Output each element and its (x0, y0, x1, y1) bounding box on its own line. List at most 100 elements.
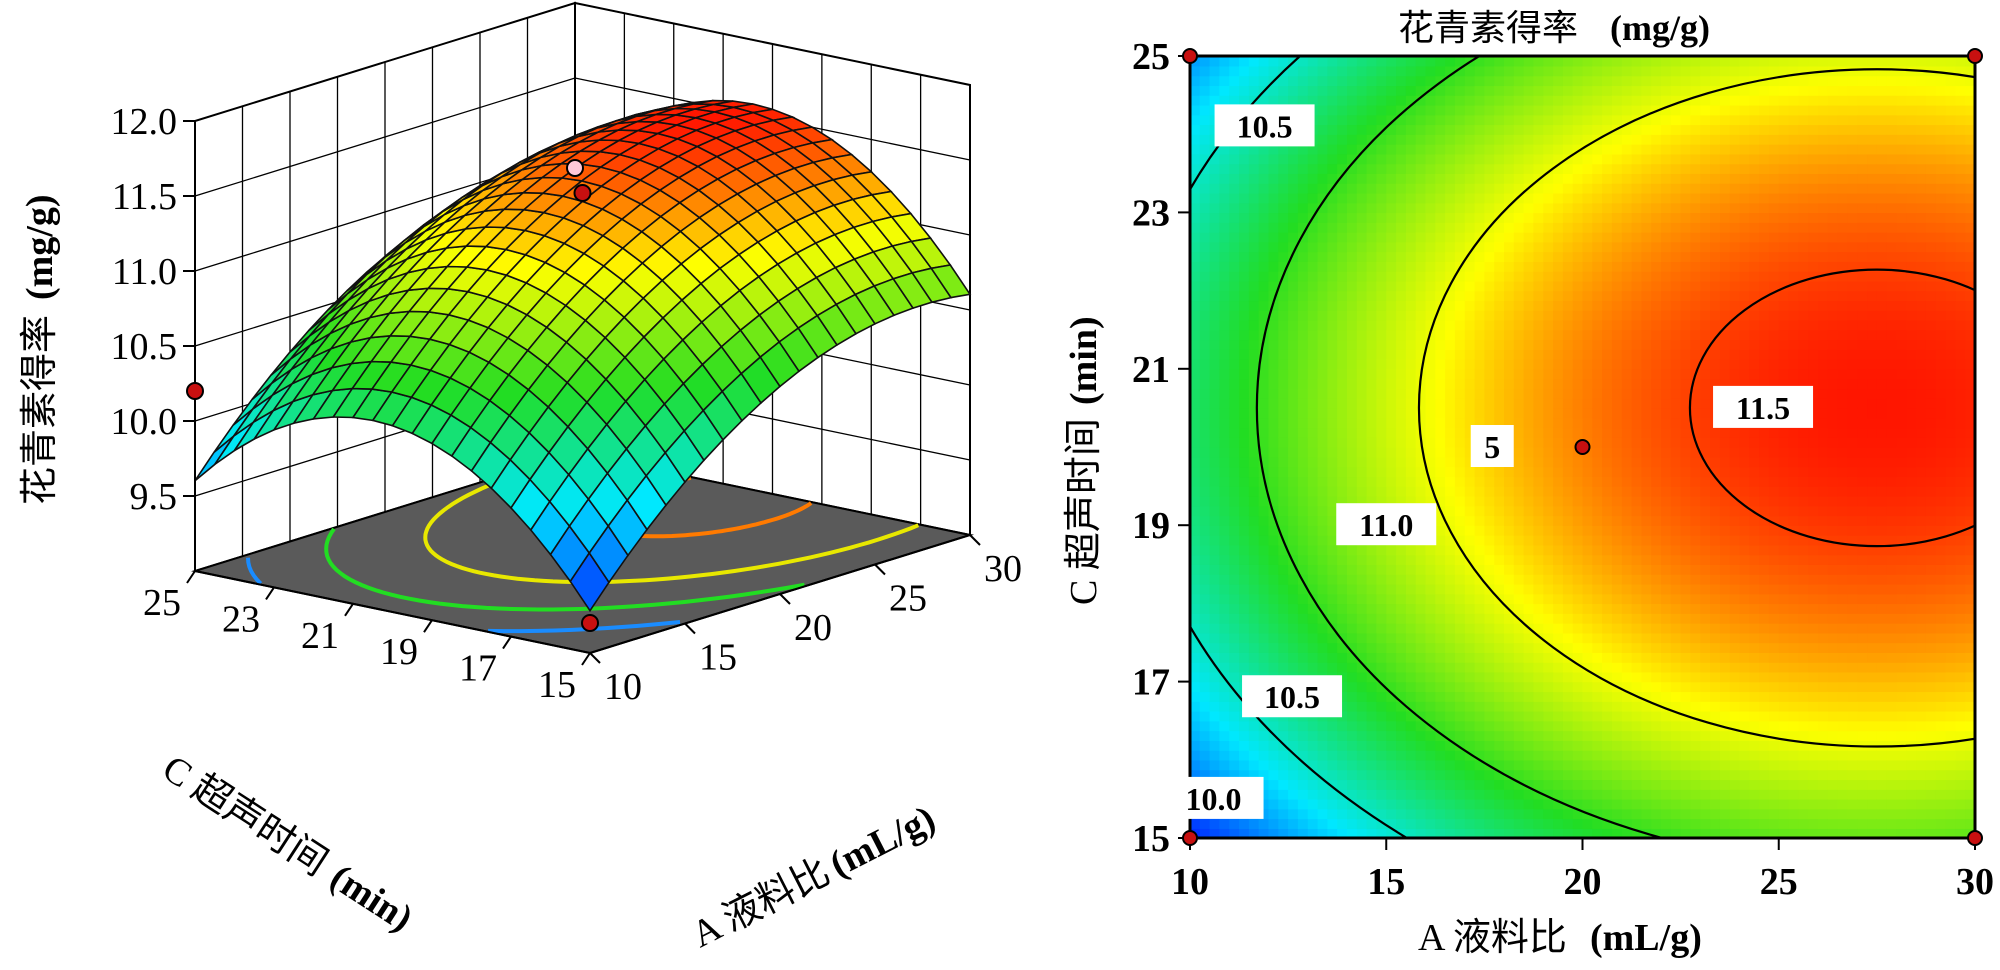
heat-cell (1337, 808, 1348, 820)
heat-cell (1611, 56, 1623, 67)
heat-cell (1297, 349, 1309, 360)
heat-cell (1317, 544, 1329, 556)
heat-cell (1710, 310, 1721, 321)
heat-cell (1631, 544, 1643, 556)
heat-cell (1229, 593, 1240, 605)
heat-cell (1199, 691, 1211, 702)
heat-cell (1425, 261, 1437, 272)
heat-cell (1533, 447, 1544, 458)
heat-cell (1209, 349, 1221, 360)
heat-cell (1396, 691, 1407, 702)
heat-cell (1690, 623, 1701, 634)
heat-cell (1690, 388, 1701, 399)
heat-cell (1739, 691, 1751, 702)
heat-cell (1690, 359, 1701, 370)
heat-cell (1248, 652, 1260, 663)
heat-cell (1700, 681, 1711, 693)
heat-cell (1474, 652, 1486, 663)
heat-cell (1700, 183, 1711, 194)
heat-cell (1504, 319, 1515, 331)
heat-cell (1229, 319, 1240, 331)
heat-cell (1631, 398, 1643, 409)
heat-cell (1592, 593, 1603, 605)
heat-cell (1190, 329, 1201, 341)
heat-cell (1425, 486, 1437, 497)
heat-cell (1582, 65, 1594, 77)
heat-cell (1592, 104, 1603, 116)
heat-cell (1611, 544, 1623, 556)
heat-cell (1670, 720, 1682, 732)
heat-cell (1553, 554, 1564, 565)
heat-cell (1592, 231, 1603, 243)
heat-cell (1513, 222, 1525, 233)
heat-cell (1533, 583, 1544, 595)
heat-cell (1317, 222, 1329, 233)
heat-cell (1327, 222, 1338, 233)
heat-cell (1621, 691, 1633, 702)
heat-cell (1386, 192, 1397, 204)
heat-cell (1386, 56, 1397, 67)
heat-cell (1710, 153, 1721, 165)
heat-cell (1719, 701, 1731, 712)
heat-cell (1454, 134, 1466, 145)
heat-cell (1425, 173, 1437, 184)
heat-cell (1504, 662, 1515, 673)
heat-cell (1317, 124, 1329, 135)
heat-cell (1602, 85, 1613, 96)
heat-cell (1376, 818, 1387, 829)
heat-cell (1307, 65, 1319, 77)
heat-cell (1631, 427, 1643, 438)
heat-cell (1464, 701, 1476, 712)
heat-cell (1641, 808, 1652, 820)
heat-cell (1219, 85, 1230, 96)
heat-cell (1719, 476, 1731, 487)
heat-cell (1690, 818, 1701, 829)
heat-cell (1651, 652, 1662, 663)
heat-cell (1199, 407, 1211, 419)
heat-cell (1719, 56, 1731, 67)
heat-cell (1611, 192, 1623, 204)
heat-cell (1523, 574, 1535, 585)
heat-cell (1396, 789, 1407, 800)
heat-cell (1347, 319, 1358, 331)
heat-cell (1690, 652, 1701, 663)
heat-cell (1278, 623, 1289, 634)
heat-cell (1288, 427, 1299, 438)
heat-cell (1356, 554, 1368, 565)
heat-cell (1268, 378, 1280, 390)
heat-cell (1376, 300, 1387, 311)
heat-cell (1219, 720, 1230, 732)
heat-cell (1248, 642, 1260, 653)
heat-cell (1209, 241, 1221, 253)
heat-cell (1641, 544, 1652, 556)
heat-cell (1337, 310, 1348, 321)
heat-cell (1239, 329, 1250, 341)
heat-cell (1562, 495, 1574, 507)
heat-cell (1219, 437, 1230, 448)
heat-cell (1278, 417, 1289, 429)
heat-cell (1504, 525, 1515, 536)
heat-cell (1484, 290, 1495, 302)
heat-cell (1425, 95, 1437, 106)
heat-cell (1504, 466, 1515, 478)
heat-cell (1710, 486, 1721, 497)
heat-cell (1199, 329, 1211, 341)
heat-cell (1661, 505, 1672, 517)
heat-cell (1523, 329, 1535, 341)
heat-cell (1248, 662, 1260, 673)
heat-cell (1582, 280, 1594, 292)
heat-cell (1562, 613, 1574, 624)
heat-cell (1562, 212, 1574, 223)
heat-cell (1415, 407, 1427, 419)
heat-cell (1435, 495, 1446, 507)
heat-cell (1484, 75, 1495, 87)
heat-cell (1445, 769, 1456, 781)
heat-cell (1258, 173, 1270, 184)
heat-cell (1209, 319, 1221, 331)
heat-cell (1366, 789, 1378, 800)
heat-cell (1347, 388, 1358, 399)
heat-cell (1209, 740, 1221, 751)
heat-cell (1582, 231, 1594, 243)
heat-cell (1739, 544, 1751, 556)
heat-cell (1700, 388, 1711, 399)
